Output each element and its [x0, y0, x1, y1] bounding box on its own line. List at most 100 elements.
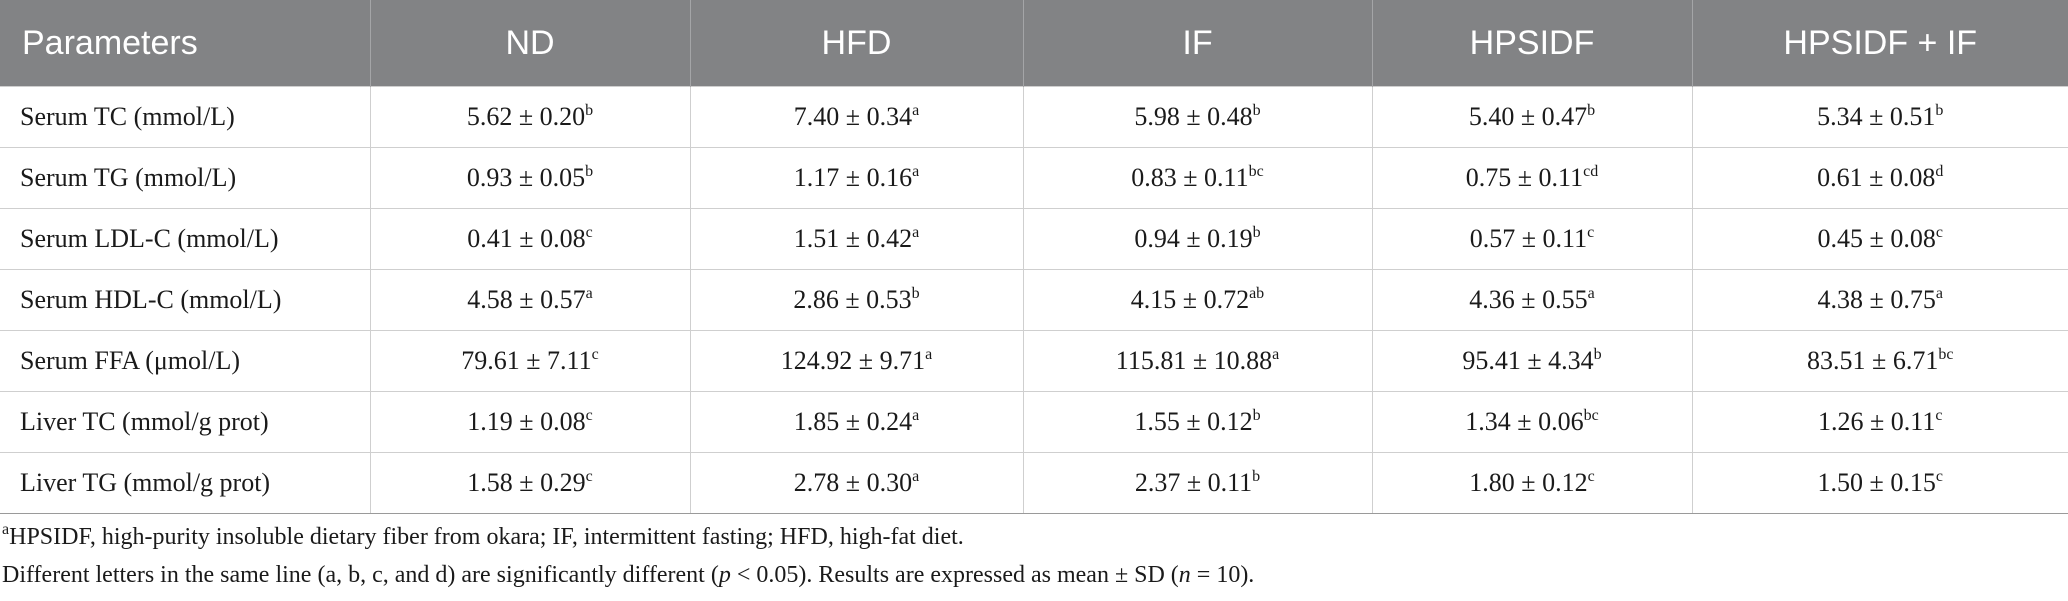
mean-sd-value: 0.94 ± 0.19 — [1134, 224, 1253, 253]
value-cell-if: 115.81 ± 10.88a — [1022, 330, 1373, 392]
significance-letters: c — [1935, 468, 1943, 485]
value-cell-hpsidf-if: 83.51 ± 6.71bc — [1691, 330, 2068, 392]
mean-sd-value: 1.80 ± 0.12 — [1469, 468, 1588, 497]
mean-sd-value: 1.17 ± 0.16 — [793, 163, 913, 192]
mean-sd-value: 1.58 ± 0.29 — [467, 468, 586, 497]
value-cell-nd: 1.58 ± 0.29c — [369, 452, 691, 514]
header-if: IF — [1023, 0, 1373, 87]
significance-letters: a — [912, 407, 920, 424]
significance-letters: c — [591, 346, 599, 363]
value-cell-if: 4.15 ± 0.72ab — [1022, 269, 1373, 331]
mean-sd-value: 0.61 ± 0.08 — [1817, 163, 1936, 192]
parameter-label: Liver TC (mmol/g prot) — [0, 391, 371, 453]
mean-sd-value: 7.40 ± 0.34 — [793, 102, 913, 131]
significance-letters: cd — [1583, 163, 1599, 180]
value-cell-hfd: 1.85 ± 0.24a — [689, 391, 1024, 453]
value-cell-if: 0.83 ± 0.11bc — [1022, 147, 1373, 209]
parameter-label: Serum TG (mmol/L) — [0, 147, 371, 209]
mean-sd-value: 2.37 ± 0.11 — [1134, 468, 1253, 497]
footnote-marker: a — [2, 521, 10, 538]
mean-sd-value: 0.41 ± 0.08 — [467, 224, 586, 253]
table-row: Liver TC (mmol/g prot) 1.19 ± 0.08c 1.85 ±… — [0, 391, 2068, 453]
mean-sd-value: 5.34 ± 0.51 — [1817, 102, 1936, 131]
mean-sd-value: 124.92 ± 9.71 — [780, 346, 926, 375]
mean-sd-value: 115.81 ± 10.88 — [1115, 346, 1273, 375]
significance-letters: d — [1935, 163, 1944, 180]
significance-letters: b — [585, 163, 594, 180]
value-cell-nd: 4.58 ± 0.57a — [369, 269, 691, 331]
significance-letters: b — [1252, 224, 1261, 241]
mean-sd-value: 2.78 ± 0.30 — [793, 468, 913, 497]
table-row: Serum FFA (μmol/L) 79.61 ± 7.11c 124.92 ± … — [0, 330, 2068, 392]
table-row: Serum HDL-C (mmol/L) 4.58 ± 0.57a 2.86 ± 0… — [0, 269, 2068, 331]
mean-sd-value: 1.51 ± 0.42 — [793, 224, 913, 253]
significance-letters: b — [911, 285, 920, 302]
significance-letters: a — [585, 285, 593, 302]
table-body: Serum TC (mmol/L) 5.62 ± 0.20b 7.40 ± 0.34… — [0, 86, 2068, 514]
significance-letters: b — [1252, 102, 1261, 119]
value-cell-hfd: 2.86 ± 0.53b — [689, 269, 1024, 331]
mean-sd-value: 5.98 ± 0.48 — [1134, 102, 1253, 131]
mean-sd-value: 4.15 ± 0.72 — [1130, 285, 1250, 314]
header-hpsidf: HPSIDF — [1372, 0, 1693, 87]
footnote-abbreviations: aHPSIDF, high-purity insoluble dietary f… — [0, 518, 2068, 556]
footnote-statistics: Different letters in the same line (a, b… — [0, 556, 2068, 594]
value-cell-if: 2.37 ± 0.11b — [1022, 452, 1373, 514]
value-cell-nd: 5.62 ± 0.20b — [369, 86, 691, 148]
mean-sd-value: 1.85 ± 0.24 — [793, 407, 913, 436]
table-row: Serum TC (mmol/L) 5.62 ± 0.20b 7.40 ± 0.34… — [0, 86, 2068, 148]
mean-sd-value: 4.36 ± 0.55 — [1469, 285, 1588, 314]
value-cell-hfd: 1.51 ± 0.42a — [689, 208, 1024, 270]
value-cell-hfd: 2.78 ± 0.30a — [689, 452, 1024, 514]
significance-letters: c — [585, 468, 593, 485]
mean-sd-value: 1.55 ± 0.12 — [1134, 407, 1253, 436]
table-row: Liver TG (mmol/g prot) 1.58 ± 0.29c 2.78 ±… — [0, 452, 2068, 514]
mean-sd-value: 1.26 ± 0.11 — [1818, 407, 1936, 436]
mean-sd-value: 4.38 ± 0.75 — [1817, 285, 1936, 314]
value-cell-if: 5.98 ± 0.48b — [1022, 86, 1373, 148]
table-row: Serum TG (mmol/L) 0.93 ± 0.05b 1.17 ± 0.16… — [0, 147, 2068, 209]
mean-sd-value: 1.34 ± 0.06 — [1465, 407, 1584, 436]
significance-letters: a — [912, 163, 920, 180]
parameter-label: Serum HDL-C (mmol/L) — [0, 269, 371, 331]
mean-sd-value: 4.58 ± 0.57 — [467, 285, 586, 314]
value-cell-hfd: 1.17 ± 0.16a — [689, 147, 1024, 209]
parameter-label: Serum TC (mmol/L) — [0, 86, 371, 148]
mean-sd-value: 0.57 ± 0.11 — [1469, 224, 1588, 253]
footnote-stats-part1: Different letters in the same line (a, b… — [2, 562, 719, 588]
significance-letters: c — [1587, 224, 1595, 241]
mean-sd-value: 5.40 ± 0.47 — [1468, 102, 1588, 131]
footnote-abbreviations-text: HPSIDF, high-purity insoluble dietary fi… — [9, 524, 964, 550]
header-parameters: Parameters — [0, 0, 371, 87]
value-cell-nd: 79.61 ± 7.11c — [369, 330, 691, 392]
mean-sd-value: 2.86 ± 0.53 — [793, 285, 912, 314]
value-cell-hpsidf-if: 0.61 ± 0.08d — [1691, 147, 2068, 209]
significance-letters: a — [1935, 285, 1943, 302]
significance-letters: b — [1935, 102, 1944, 119]
significance-letters: b — [1593, 346, 1602, 363]
significance-letters: a — [912, 224, 920, 241]
value-cell-hpsidf: 4.36 ± 0.55a — [1371, 269, 1693, 331]
significance-letters: ab — [1249, 285, 1265, 302]
value-cell-hpsidf-if: 5.34 ± 0.51b — [1691, 86, 2068, 148]
significance-letters: b — [1252, 407, 1261, 424]
footnote-n-symbol: n — [1178, 562, 1191, 588]
header-nd: ND — [370, 0, 691, 87]
significance-letters: a — [1272, 346, 1280, 363]
significance-letters: a — [1587, 285, 1595, 302]
value-cell-hpsidf-if: 4.38 ± 0.75a — [1691, 269, 2068, 331]
value-cell-hpsidf-if: 1.50 ± 0.15c — [1691, 452, 2068, 514]
value-cell-hpsidf: 0.57 ± 0.11c — [1371, 208, 1693, 270]
significance-letters: c — [585, 224, 593, 241]
mean-sd-value: 0.93 ± 0.05 — [466, 163, 586, 192]
footnotes: aHPSIDF, high-purity insoluble dietary f… — [0, 518, 2068, 594]
footnote-stats-part2: < 0.05). Results are expressed as mean ±… — [730, 562, 1179, 588]
value-cell-if: 0.94 ± 0.19b — [1022, 208, 1373, 270]
value-cell-hpsidf: 0.75 ± 0.11cd — [1371, 147, 1693, 209]
mean-sd-value: 0.75 ± 0.11 — [1465, 163, 1584, 192]
mean-sd-value: 5.62 ± 0.20 — [466, 102, 586, 131]
significance-letters: a — [912, 468, 920, 485]
value-cell-hpsidf-if: 1.26 ± 0.11c — [1691, 391, 2068, 453]
significance-letters: b — [585, 102, 594, 119]
value-cell-hpsidf: 1.34 ± 0.06bc — [1371, 391, 1693, 453]
